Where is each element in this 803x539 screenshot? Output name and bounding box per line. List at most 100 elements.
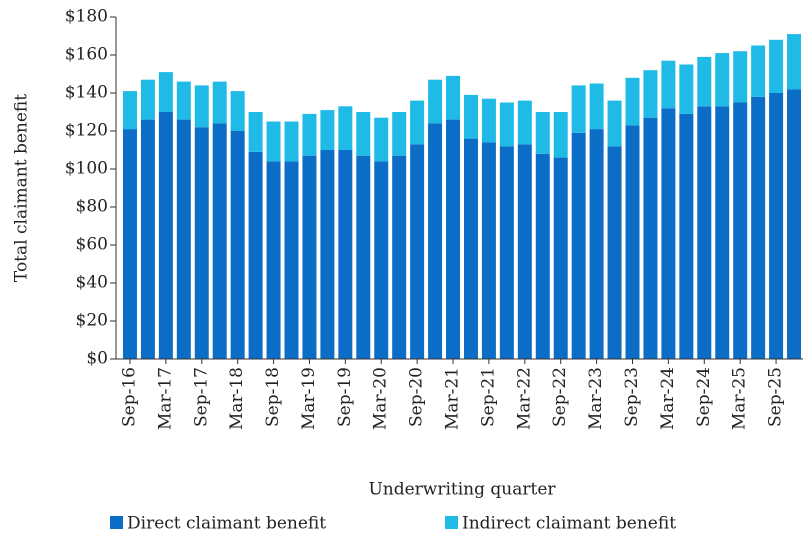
bar-segment <box>679 113 694 360</box>
x-tick-label: Mar-22 <box>514 367 534 430</box>
bar-segment <box>499 146 514 359</box>
y-tick-label: $60 <box>76 235 108 255</box>
x-tick-label: Mar-21 <box>443 367 463 430</box>
legend-label: Indirect claimant benefit <box>462 514 676 534</box>
bar-segment <box>410 100 425 145</box>
x-tick-label: Mar-17 <box>155 367 175 430</box>
bar-segment <box>338 106 353 150</box>
bar-segment <box>446 75 461 120</box>
bar-segment <box>715 53 730 107</box>
bar-segment <box>158 112 173 359</box>
bar-segment <box>787 34 802 90</box>
bar-segment <box>715 106 730 359</box>
bar-segment <box>553 157 568 359</box>
bar-segment <box>697 56 712 107</box>
bar-segment <box>625 125 640 359</box>
bar-segment <box>481 142 496 359</box>
bar-segment <box>356 155 371 359</box>
bar-segment <box>248 151 263 359</box>
bar-segment <box>589 129 604 359</box>
bar-segment <box>481 98 496 143</box>
x-tick-label: Sep-25 <box>766 367 786 427</box>
x-tick-label: Mar-20 <box>371 367 391 430</box>
bar-segment <box>266 161 281 359</box>
bar-segment <box>302 155 317 359</box>
bar-segment <box>769 39 784 93</box>
y-tick-label: $20 <box>76 311 108 331</box>
bar-segment <box>661 60 676 109</box>
y-tick-label: $0 <box>86 349 108 369</box>
x-tick-label: Sep-17 <box>191 367 211 427</box>
bar-segment <box>751 45 766 97</box>
legend-swatch <box>110 516 123 529</box>
bar-segment <box>176 119 191 359</box>
bar-segment <box>463 138 478 359</box>
bar-segment <box>643 117 658 359</box>
bar-segment <box>499 102 514 147</box>
y-tick-label: $140 <box>65 83 108 103</box>
bar-segment <box>463 94 478 139</box>
bar-segment <box>733 51 748 103</box>
bar-segment <box>230 131 245 359</box>
bar-segment <box>553 112 568 158</box>
x-tick-label: Sep-19 <box>335 367 355 427</box>
y-tick-label: $160 <box>65 45 108 65</box>
bar-segment <box>679 64 694 114</box>
x-tick-label: Mar-18 <box>227 367 247 430</box>
bar-segment <box>661 108 676 359</box>
x-tick-label: Sep-22 <box>550 367 570 427</box>
x-tick-label: Sep-21 <box>478 367 498 427</box>
bar-segment <box>176 81 191 120</box>
bar-segment <box>374 117 389 162</box>
bar-segment <box>338 150 353 359</box>
legend-label: Direct claimant benefit <box>127 514 326 534</box>
x-tick-label: Mar-24 <box>658 367 678 430</box>
bar-segment <box>535 153 550 359</box>
bar-segment <box>607 146 622 359</box>
bar-segment <box>140 79 155 120</box>
bar-segment <box>571 85 586 133</box>
bar-segment <box>517 144 532 359</box>
bar-segment <box>428 79 443 124</box>
x-tick-label: Mar-23 <box>586 367 606 430</box>
bar-segment <box>517 100 532 145</box>
bar-segment <box>212 81 227 124</box>
bar-segment <box>733 102 748 359</box>
bar-segment <box>302 113 317 156</box>
bar-segment <box>140 119 155 359</box>
y-tick-label: $80 <box>76 197 108 217</box>
bar-segment <box>428 123 443 360</box>
bar-segment <box>643 70 658 118</box>
x-tick-label: Mar-25 <box>730 367 750 430</box>
y-tick-label: $40 <box>76 273 108 293</box>
bar-segment <box>697 106 712 359</box>
bar-segment <box>374 161 389 359</box>
bar-segment <box>122 129 137 359</box>
bar-segment <box>284 161 299 359</box>
bar-segment <box>410 144 425 359</box>
bar-segment <box>787 89 802 359</box>
bar-segment <box>230 91 245 131</box>
legend-swatch <box>445 516 458 529</box>
bar-segment <box>769 93 784 359</box>
bar-segment <box>589 83 604 130</box>
y-tick-label: $120 <box>65 121 108 141</box>
bar-segment <box>356 112 371 156</box>
bar-segment <box>266 121 281 162</box>
x-tick-label: Sep-20 <box>407 367 427 427</box>
bar-segment <box>625 77 640 126</box>
x-tick-label: Mar-19 <box>299 367 319 430</box>
bar-segment <box>212 123 227 360</box>
y-axis-title: Total claimant benefit <box>12 94 32 282</box>
x-tick-label: Sep-18 <box>263 367 283 427</box>
bar-segment <box>158 72 173 112</box>
bar-segment <box>122 91 137 130</box>
bar-segment <box>571 132 586 359</box>
x-tick-label: Sep-16 <box>119 367 139 427</box>
y-tick-label: $180 <box>65 7 108 27</box>
bar-segment <box>392 112 407 156</box>
bar-segment <box>751 96 766 360</box>
bar-segment <box>194 127 209 359</box>
bar-segment <box>320 150 335 359</box>
